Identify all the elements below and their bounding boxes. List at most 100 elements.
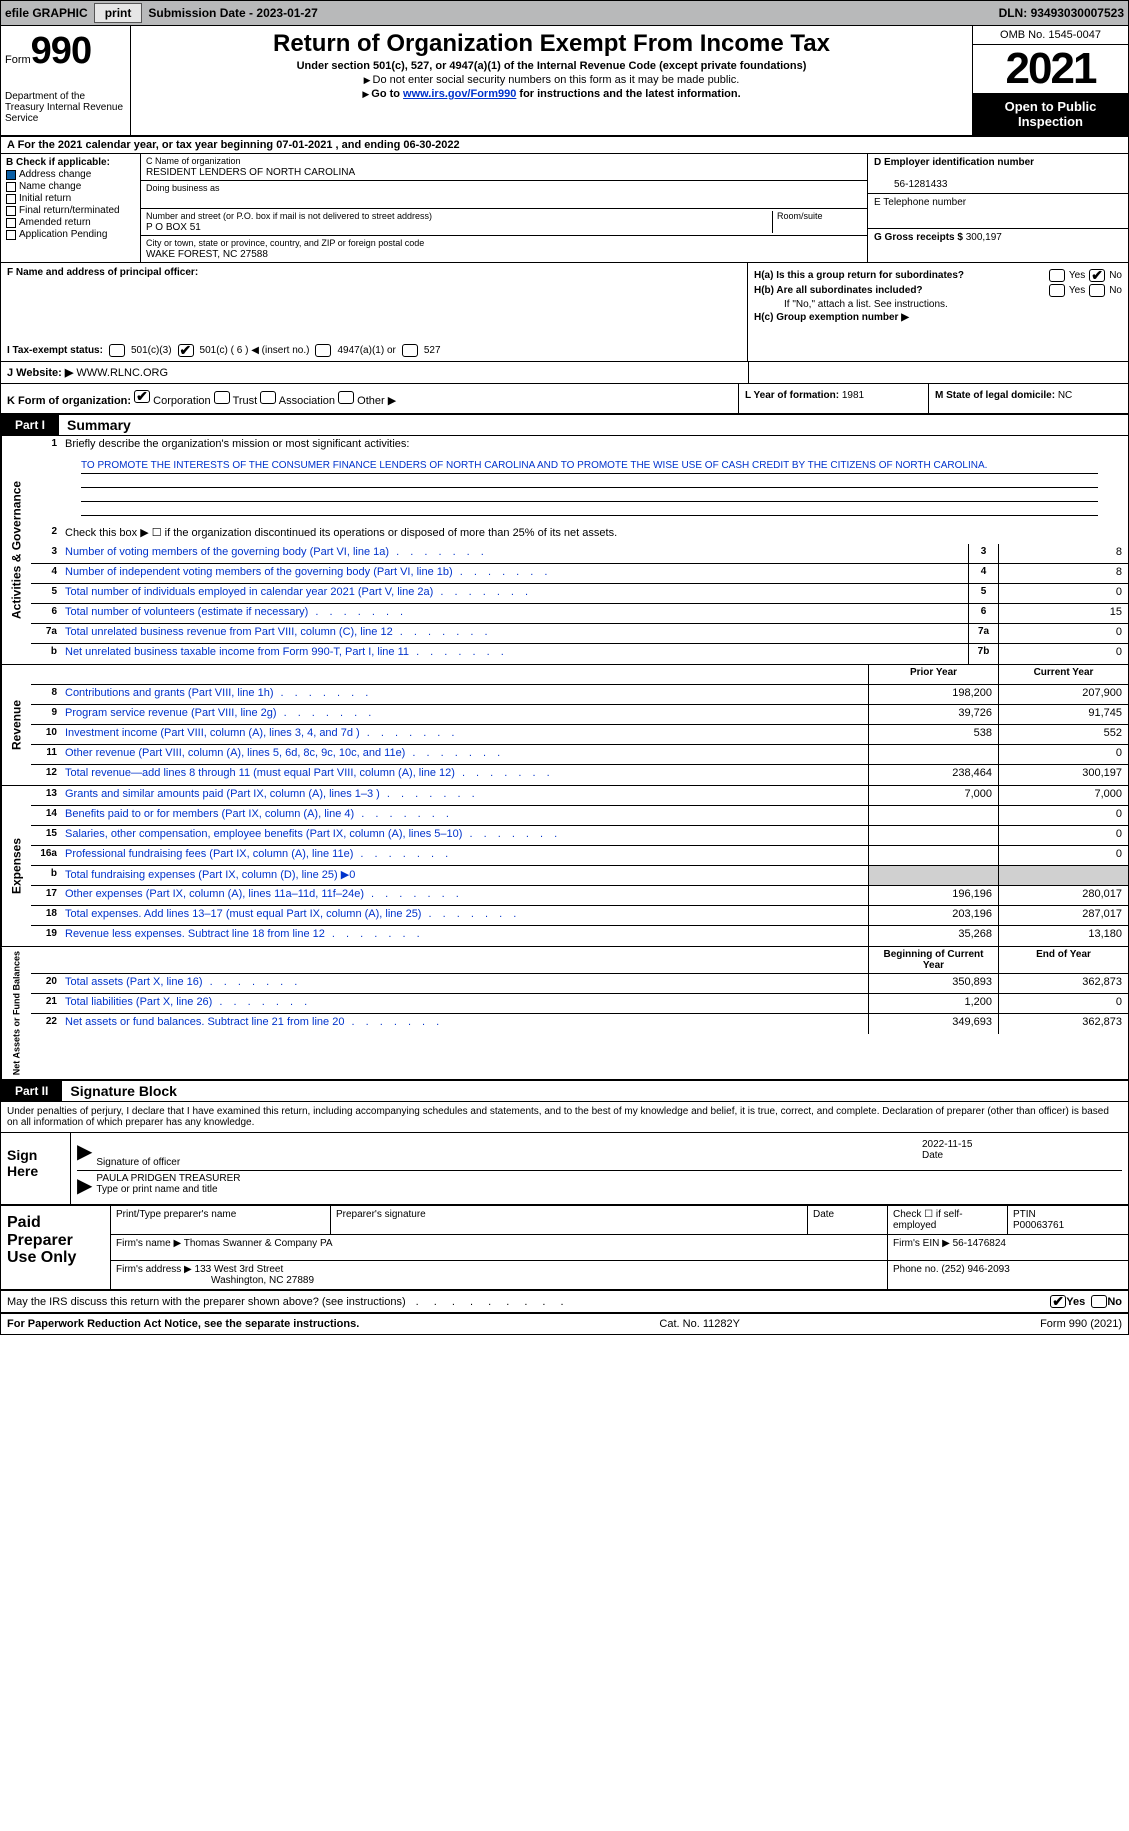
subdate-label: Submission Date - 2023-01-27	[148, 6, 317, 20]
side-netassets: Net Assets or Fund Balances	[1, 947, 31, 1079]
table-row: 11 Other revenue (Part VIII, column (A),…	[31, 745, 1128, 765]
street: P O BOX 51	[146, 222, 201, 233]
arrow-icon: ▶	[77, 1139, 92, 1168]
chk-trust[interactable]	[214, 391, 230, 404]
city: WAKE FOREST, NC 27588	[146, 249, 268, 260]
table-row: 5 Total number of individuals employed i…	[31, 584, 1128, 604]
arrow-icon	[364, 74, 373, 86]
section-h: H(a) Is this a group return for subordin…	[748, 263, 1128, 361]
firm-addr2: Washington, NC 27889	[116, 1275, 314, 1286]
firm-ein: 56-1476824	[953, 1238, 1006, 1249]
efile-label: efile GRAPHIC	[5, 6, 88, 20]
table-row: 10 Investment income (Part VIII, column …	[31, 725, 1128, 745]
open-public-badge: Open to Public Inspection	[973, 93, 1128, 135]
ptin: P00063761	[1013, 1220, 1064, 1231]
table-row: 21 Total liabilities (Part X, line 26) .…	[31, 994, 1128, 1014]
state-domicile: NC	[1058, 390, 1072, 401]
table-row: 19 Revenue less expenses. Subtract line …	[31, 926, 1128, 946]
table-row: 22 Net assets or fund balances. Subtract…	[31, 1014, 1128, 1034]
form-number: 990	[31, 30, 91, 72]
org-name: RESIDENT LENDERS OF NORTH CAROLINA	[146, 167, 355, 178]
chk-501c[interactable]	[178, 344, 194, 357]
chk-assoc[interactable]	[260, 391, 276, 404]
signer-name: PAULA PRIDGEN TREASURER	[96, 1173, 240, 1184]
year-formation: 1981	[842, 390, 864, 401]
part2-header: Part II	[1, 1081, 62, 1101]
chk-hb-no[interactable]	[1089, 284, 1105, 297]
chk-discuss-no[interactable]	[1091, 1295, 1107, 1308]
firm-addr1: 133 West 3rd Street	[195, 1264, 284, 1275]
section-f: F Name and address of principal officer:…	[1, 263, 748, 361]
side-governance: Activities & Governance	[1, 436, 31, 664]
table-row: 6 Total number of volunteers (estimate i…	[31, 604, 1128, 624]
website: WWW.RLNC.ORG	[76, 367, 168, 379]
col-current: Current Year	[998, 665, 1128, 684]
arrow-icon	[362, 88, 371, 100]
chk-name-change[interactable]	[6, 182, 16, 192]
mission-text: TO PROMOTE THE INTERESTS OF THE CONSUMER…	[31, 456, 1128, 524]
table-row: 3 Number of voting members of the govern…	[31, 544, 1128, 564]
chk-discuss-yes[interactable]	[1050, 1295, 1066, 1308]
chk-ha-yes[interactable]	[1049, 269, 1065, 282]
form-header: Form990 Department of the Treasury Inter…	[1, 26, 1128, 137]
side-expenses: Expenses	[1, 786, 31, 946]
arrow-icon: ▶	[77, 1173, 92, 1198]
form-label: Form	[5, 54, 31, 66]
chk-other[interactable]	[338, 391, 354, 404]
dept-label: Department of the Treasury Internal Reve…	[5, 91, 126, 124]
declaration: Under penalties of perjury, I declare th…	[1, 1102, 1128, 1133]
table-row: b Total fundraising expenses (Part IX, c…	[31, 866, 1128, 886]
part2-title: Signature Block	[62, 1081, 185, 1101]
chk-initial-return[interactable]	[6, 194, 16, 204]
sign-here-label: Sign Here	[1, 1133, 71, 1204]
chk-amended[interactable]	[6, 218, 16, 228]
note-ssn: Do not enter social security numbers on …	[373, 74, 740, 86]
table-row: 20 Total assets (Part X, line 16) . . . …	[31, 974, 1128, 994]
table-row: 14 Benefits paid to or for members (Part…	[31, 806, 1128, 826]
footer: For Paperwork Reduction Act Notice, see …	[1, 1313, 1128, 1334]
part1-header: Part I	[1, 415, 59, 435]
part1-title: Summary	[59, 415, 139, 435]
col-prior: Prior Year	[868, 665, 998, 684]
chk-final-return[interactable]	[6, 206, 16, 216]
paid-preparer-label: Paid Preparer Use Only	[1, 1206, 111, 1289]
period-row: A For the 2021 calendar year, or tax yea…	[1, 137, 1128, 154]
print-button[interactable]: print	[94, 3, 143, 23]
firm-phone: (252) 946-2093	[941, 1264, 1009, 1275]
chk-4947[interactable]	[315, 344, 331, 357]
chk-ha-no[interactable]	[1089, 269, 1105, 282]
section-b-checkboxes: B Check if applicable: Address change Na…	[1, 154, 141, 262]
tax-year: 2021	[973, 45, 1128, 93]
form-subtitle: Under section 501(c), 527, or 4947(a)(1)…	[137, 60, 966, 72]
omb-number: OMB No. 1545-0047	[973, 26, 1128, 45]
col-end: End of Year	[998, 947, 1128, 973]
chk-527[interactable]	[402, 344, 418, 357]
table-row: 8 Contributions and grants (Part VIII, l…	[31, 685, 1128, 705]
dln-label: DLN: 93493030007523	[999, 6, 1124, 20]
chk-corp[interactable]	[134, 390, 150, 403]
col-begin: Beginning of Current Year	[868, 947, 998, 973]
chk-address-change[interactable]	[6, 170, 16, 180]
table-row: 16a Professional fundraising fees (Part …	[31, 846, 1128, 866]
table-row: 12 Total revenue—add lines 8 through 11 …	[31, 765, 1128, 785]
section-k: K Form of organization: Corporation Trus…	[1, 384, 738, 413]
table-row: 9 Program service revenue (Part VIII, li…	[31, 705, 1128, 725]
table-row: 15 Salaries, other compensation, employe…	[31, 826, 1128, 846]
chk-hb-yes[interactable]	[1049, 284, 1065, 297]
table-row: 4 Number of independent voting members o…	[31, 564, 1128, 584]
chk-501c3[interactable]	[109, 344, 125, 357]
gross-receipts: 300,197	[966, 232, 1002, 243]
sign-date: 2022-11-15	[922, 1139, 972, 1150]
side-revenue: Revenue	[1, 665, 31, 785]
table-row: 18 Total expenses. Add lines 13–17 (must…	[31, 906, 1128, 926]
table-row: 13 Grants and similar amounts paid (Part…	[31, 786, 1128, 806]
firm-name: Thomas Swanner & Company PA	[184, 1238, 333, 1249]
table-row: b Net unrelated business taxable income …	[31, 644, 1128, 664]
top-toolbar: efile GRAPHIC print Submission Date - 20…	[0, 0, 1129, 26]
chk-pending[interactable]	[6, 230, 16, 240]
irs-link[interactable]: www.irs.gov/Form990	[403, 88, 516, 100]
discuss-label: May the IRS discuss this return with the…	[7, 1296, 406, 1308]
table-row: 17 Other expenses (Part IX, column (A), …	[31, 886, 1128, 906]
table-row: 7a Total unrelated business revenue from…	[31, 624, 1128, 644]
ein: 56-1281433	[874, 179, 947, 190]
